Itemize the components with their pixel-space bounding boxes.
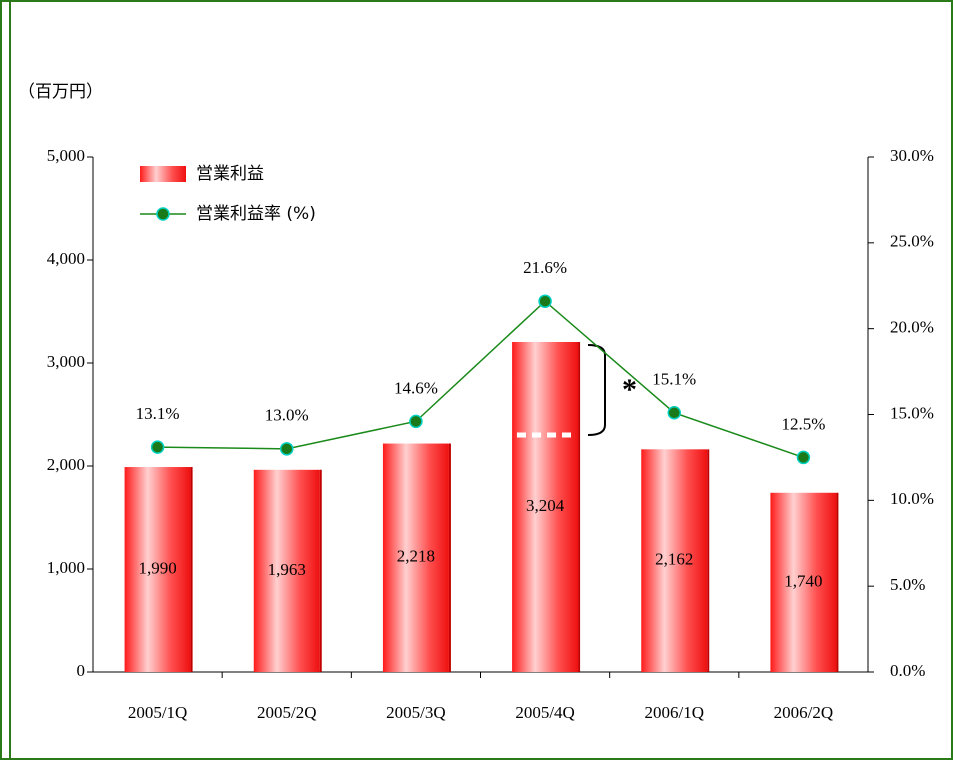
y-tick-label: 3,000 <box>47 352 85 371</box>
y2-tick-label: 30.0% <box>890 146 934 165</box>
rate-marker <box>150 440 165 454</box>
x-tick-label: 2005/2Q <box>257 703 317 722</box>
unit-label: （百万円） <box>18 82 103 102</box>
bar <box>253 469 320 672</box>
rate-marker <box>796 450 811 465</box>
bar <box>770 492 837 672</box>
bar-value-label: 1,740 <box>784 571 822 590</box>
y-tick-label: 1,000 <box>47 558 85 577</box>
x-tick-label: 2005/3Q <box>386 703 446 722</box>
y2-tick-label: 20.0% <box>890 318 934 337</box>
bar-value-label: 1,963 <box>268 560 306 579</box>
y-tick-label: 0 <box>77 661 86 680</box>
rate-marker <box>667 406 681 420</box>
y-tick-label: 4,000 <box>47 249 85 268</box>
rate-value-label: 21.6% <box>523 258 567 277</box>
bar-value-label: 1,990 <box>138 558 176 577</box>
y-tick-label: 5,000 <box>47 146 85 165</box>
legend-label: 営業利益率 (%) <box>196 204 316 224</box>
bar <box>382 443 449 672</box>
rate-value-label: 13.0% <box>265 406 309 425</box>
bar-value-label: 2,218 <box>397 547 435 566</box>
x-tick-label: 2005/1Q <box>128 703 188 722</box>
rate-marker <box>409 414 423 429</box>
x-tick-label: 2005/4Q <box>515 703 575 722</box>
y-tick-label: 2,000 <box>47 455 85 474</box>
rate-value-label: 13.1% <box>136 404 180 423</box>
bar <box>124 467 191 672</box>
x-tick-label: 2006/2Q <box>774 703 834 722</box>
rate-marker <box>538 294 552 308</box>
bracket <box>587 344 606 436</box>
bar <box>641 449 708 672</box>
rate-value-label: 15.1% <box>652 370 696 389</box>
annotation: * <box>622 373 637 406</box>
rate-value-label: 14.6% <box>394 378 438 397</box>
y2-tick-label: 5.0% <box>890 575 925 594</box>
bar-value-label: 2,162 <box>655 550 693 569</box>
bar-value-label: 3,204 <box>526 496 565 515</box>
y2-tick-label: 0.0% <box>890 661 925 680</box>
rate-line <box>157 300 804 459</box>
legend-label: 営業利益 <box>196 164 264 184</box>
bar <box>512 341 579 672</box>
y2-tick-label: 25.0% <box>890 232 934 251</box>
legend-swatch-marker <box>156 207 170 221</box>
y2-tick-label: 15.0% <box>890 403 934 422</box>
x-tick-label: 2006/1Q <box>645 703 705 722</box>
rate-marker <box>280 442 294 456</box>
y2-tick-label: 10.0% <box>890 489 934 508</box>
rate-value-label: 12.5% <box>781 414 825 433</box>
legend-swatch-bar <box>140 166 186 182</box>
